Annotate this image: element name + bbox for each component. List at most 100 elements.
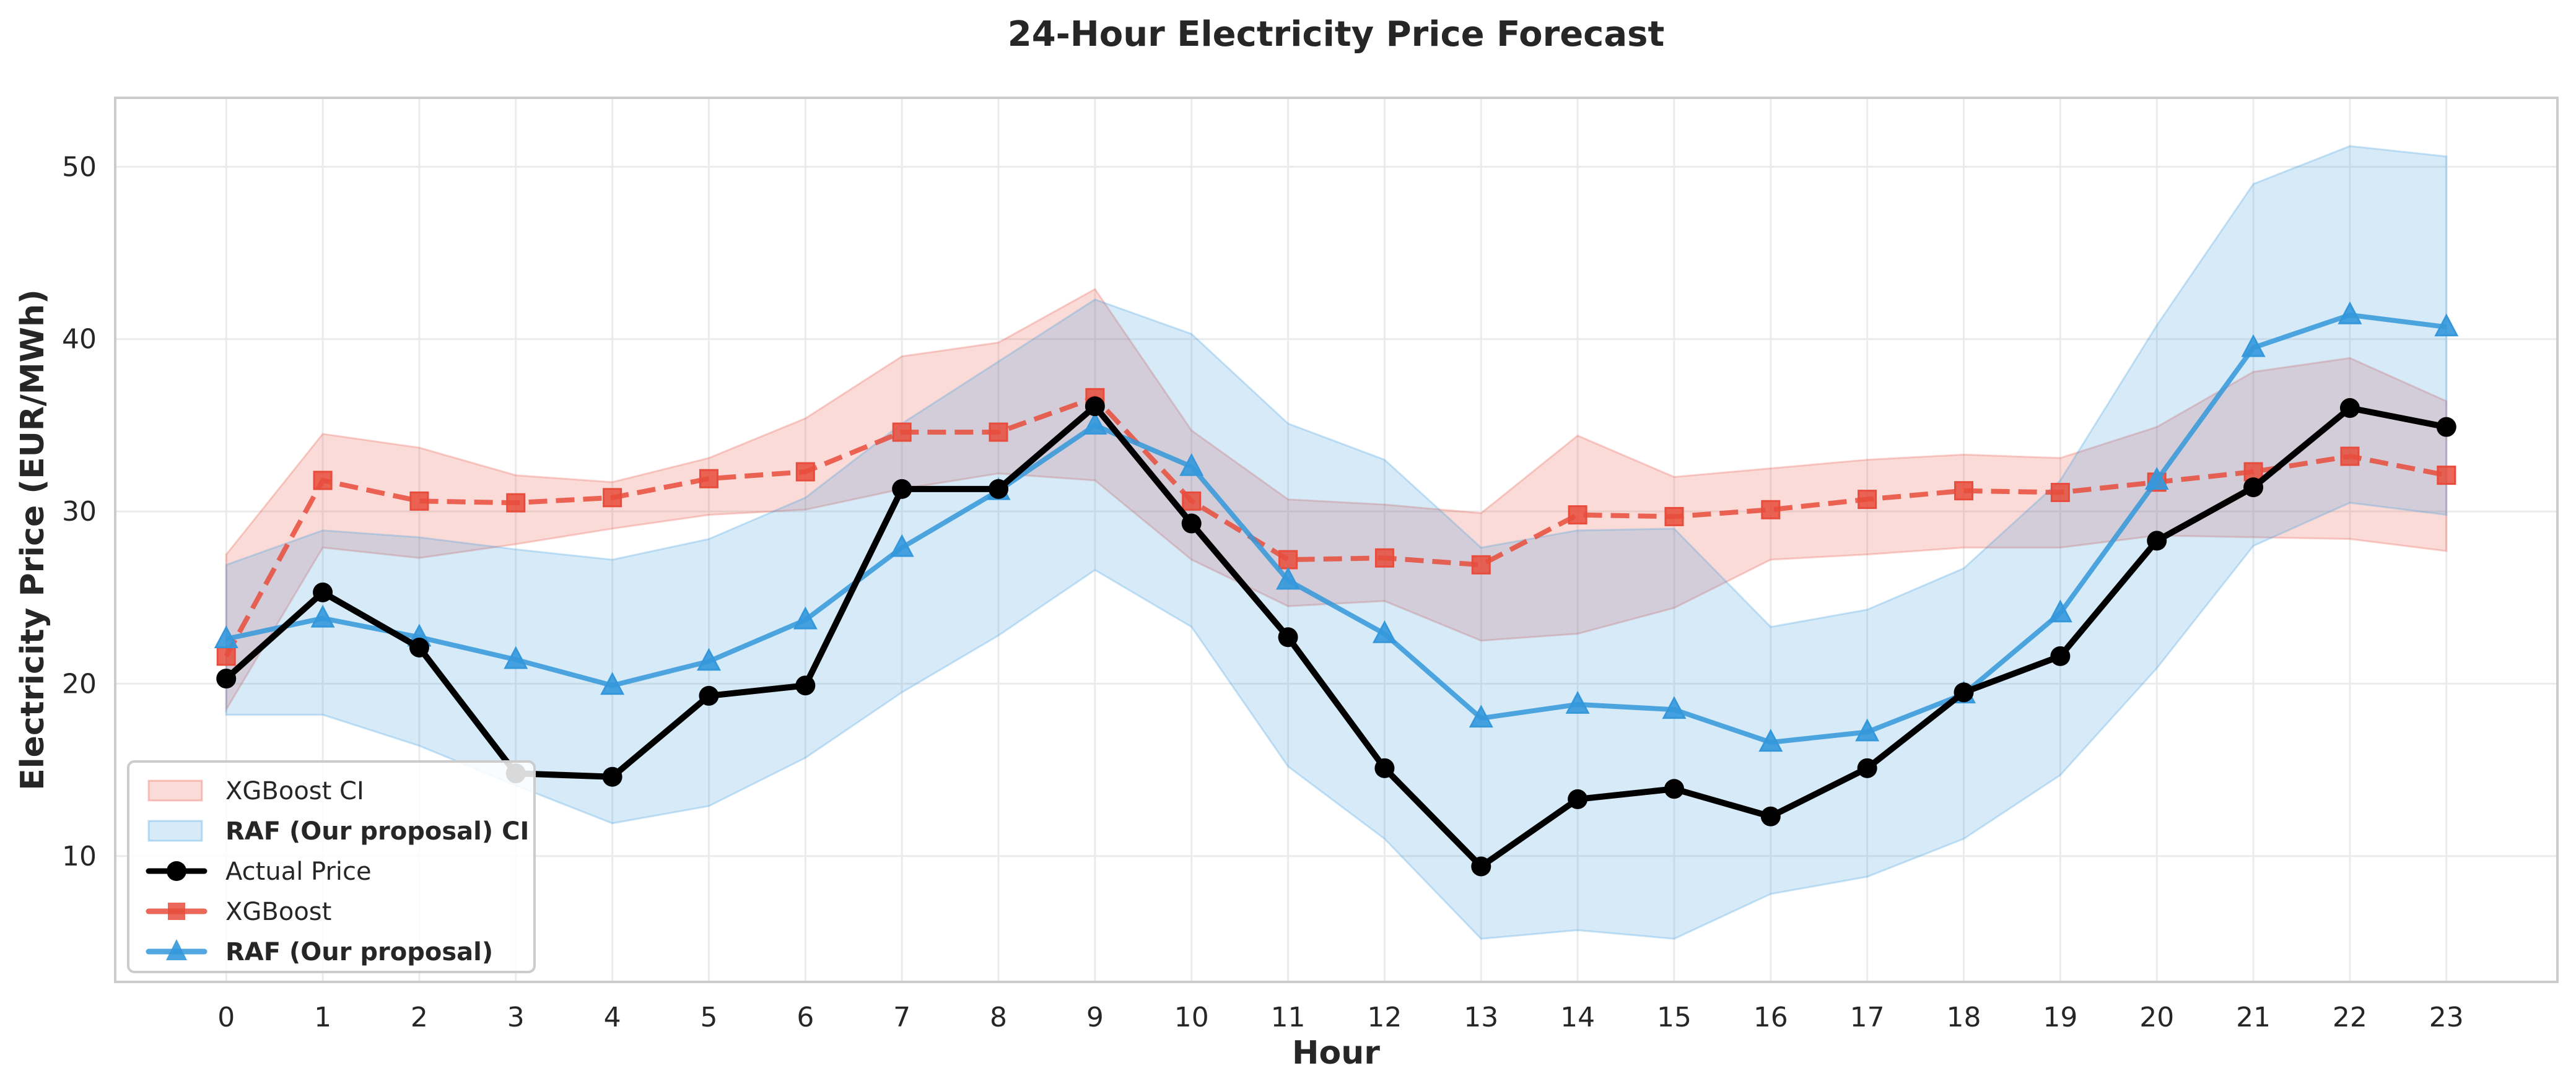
x-tick-label: 0 — [217, 1002, 235, 1033]
actual-price-point — [1471, 856, 1491, 877]
raf-point — [2241, 334, 2266, 357]
xgboost-point — [699, 469, 718, 488]
actual-price-point — [2436, 417, 2456, 437]
actual-price-point — [409, 637, 429, 657]
actual-price-point — [602, 766, 622, 787]
xgboost-point — [989, 422, 1008, 442]
x-tick-label: 12 — [1367, 1002, 1402, 1033]
x-tick-label: 20 — [2139, 1002, 2174, 1033]
legend: XGBoost CI RAF (Our proposal) CI Actual Pr… — [127, 760, 536, 973]
actual-price-point — [989, 479, 1009, 499]
x-tick-label: 8 — [990, 1002, 1007, 1033]
xgboost-point — [409, 491, 429, 511]
x-tick-label: 6 — [797, 1002, 814, 1033]
x-tick-label: 15 — [1657, 1002, 1692, 1033]
actual-price-point — [216, 669, 237, 689]
xgboost-series — [216, 388, 2456, 666]
square-marker-icon — [168, 903, 185, 920]
x-tick-label: 5 — [700, 1002, 717, 1033]
raf-point — [2144, 467, 2169, 490]
xgboost-point — [506, 493, 526, 513]
x-tick-label: 3 — [507, 1002, 525, 1033]
x-tick-label: 21 — [2236, 1002, 2271, 1033]
x-tick-label: 11 — [1271, 1002, 1306, 1033]
y-tick-label: 10 — [62, 841, 97, 872]
x-tick-label: 18 — [1947, 1002, 1981, 1033]
raf-ci-swatch — [147, 820, 203, 842]
xgboost-point — [1471, 555, 1491, 575]
legend-item-xgboost: XGBoost — [146, 898, 331, 926]
raf-point — [504, 646, 528, 669]
actual-price-point — [2339, 398, 2360, 419]
xgboost-point — [795, 462, 815, 482]
actual-price-point — [795, 675, 816, 696]
grid — [115, 98, 2557, 982]
legend-item-xgboost-ci: XGBoost CI — [147, 777, 364, 805]
xgboost-line — [224, 395, 2447, 657]
raf-point — [600, 672, 625, 695]
series-lines — [214, 301, 2459, 877]
x-tick-label: 23 — [2429, 1002, 2464, 1033]
circle-marker-icon — [167, 861, 186, 881]
raf-point — [2338, 301, 2362, 324]
actual-price-point — [1857, 758, 1877, 778]
actual-price-point — [699, 685, 719, 706]
raf-point — [1179, 453, 1204, 476]
actual-price-point — [2050, 646, 2071, 666]
raf-point — [1469, 705, 1493, 728]
raf-line — [225, 312, 2447, 745]
actual-price-point — [313, 582, 333, 602]
xgboost-ci-legend-label: XGBoost CI — [225, 777, 364, 805]
raf-point — [1855, 718, 1880, 742]
xgboost-point — [1761, 500, 1781, 519]
xgboost-point — [1954, 481, 1974, 501]
xgboost-ci-swatch — [147, 779, 203, 802]
raf-point — [1662, 696, 1687, 719]
raf-point — [696, 648, 721, 671]
legend-item-raf-ci: RAF (Our proposal) CI — [147, 817, 529, 846]
x-tick-label: 19 — [2043, 1002, 2077, 1033]
raf-point — [1083, 412, 1107, 435]
x-tick-label: 16 — [1753, 1002, 1788, 1033]
actual-price-point — [1568, 789, 1588, 809]
y-tick-label: 20 — [62, 668, 97, 700]
xgboost-point — [1278, 550, 1298, 570]
actual-price-line — [224, 403, 2447, 870]
x-tick-labels: 0 1 2 3 4 5 6 7 8 9 10 11 12 13 14 15 16 17 18 19 20 21 22 23 — [217, 1002, 2464, 1033]
actual-price-point — [1374, 758, 1395, 778]
x-tick-label: 7 — [893, 1002, 910, 1033]
x-tick-label: 1 — [314, 1002, 331, 1033]
actual-price-point — [1085, 396, 1105, 417]
actual-price-point — [892, 479, 912, 499]
raf-ci-band — [225, 145, 2448, 940]
xgboost-point — [1374, 548, 1394, 568]
xgboost-point — [1664, 506, 1684, 526]
actual-price-point — [2147, 531, 2167, 551]
xgboost-point — [1182, 491, 1202, 511]
actual-price-legend-label: Actual Price — [225, 857, 372, 886]
y-tick-label: 40 — [62, 324, 97, 355]
actual-price-point — [1664, 779, 1684, 799]
plot-frame — [114, 97, 2559, 983]
xgboost-point — [216, 646, 236, 666]
xgboost-point — [1568, 505, 1587, 525]
xgboost-point — [2340, 446, 2360, 466]
raf-point — [1565, 691, 1590, 714]
raf-point — [2048, 599, 2072, 623]
y-tick-label: 30 — [62, 496, 97, 527]
x-tick-label: 2 — [411, 1002, 428, 1033]
xgboost-point — [892, 422, 912, 442]
xgboost-point — [313, 471, 333, 490]
raf-point — [1758, 729, 1783, 752]
triangle-marker-icon — [166, 939, 187, 960]
xgboost-point — [2437, 466, 2456, 485]
raf-point — [1372, 620, 1397, 643]
actual-price-point — [1760, 806, 1781, 827]
x-tick-label: 17 — [1850, 1002, 1885, 1033]
xgboost-point — [2050, 482, 2070, 502]
raf-point — [2434, 313, 2459, 337]
x-tick-label: 13 — [1464, 1002, 1498, 1033]
xgboost-point — [1858, 490, 1877, 510]
raf-point — [310, 604, 335, 628]
